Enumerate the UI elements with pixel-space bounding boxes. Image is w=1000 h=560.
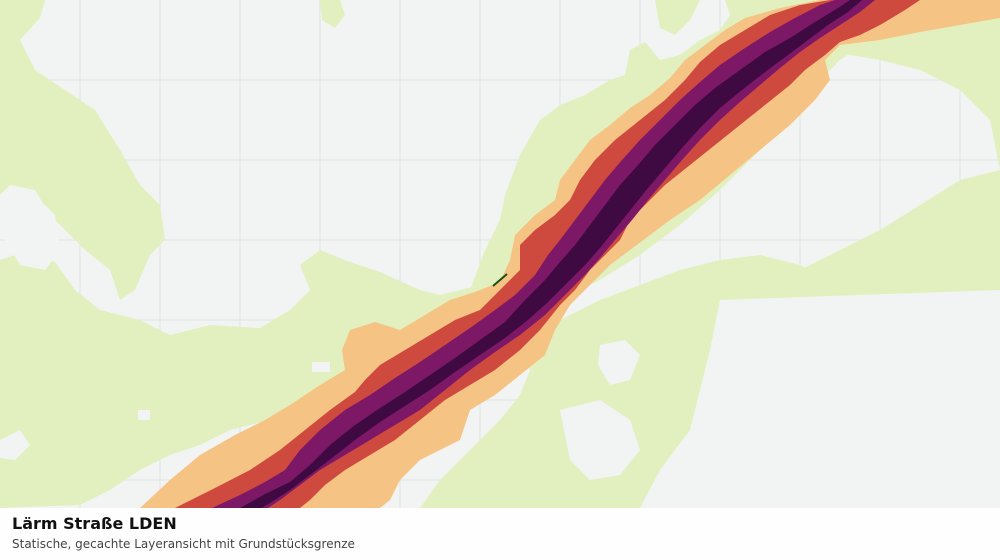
landcover-north (655, 0, 700, 35)
gap-east-bottom (560, 400, 640, 480)
gap-pond (312, 362, 330, 372)
gap-east-lower (598, 340, 640, 385)
noise-band-high (212, 0, 875, 508)
gap-east-far (640, 290, 1000, 508)
map-caption: Lärm Straße LDEN Statische, gecachte Lay… (0, 508, 1000, 560)
map-title: Lärm Straße LDEN (12, 514, 177, 533)
map-subtitle: Statische, gecachte Layeransicht mit Gru… (12, 537, 355, 551)
landcover-west-lower (0, 250, 480, 508)
gap-south-west (0, 430, 30, 460)
noise-band-mid (175, 0, 920, 508)
parcel-boundary[interactable] (492, 273, 508, 287)
gap-pond-2 (138, 410, 150, 420)
landcover-west (0, 0, 165, 300)
gap-west (5, 195, 60, 270)
landcover-island (320, 0, 345, 28)
landcover-gaps (0, 195, 1000, 508)
